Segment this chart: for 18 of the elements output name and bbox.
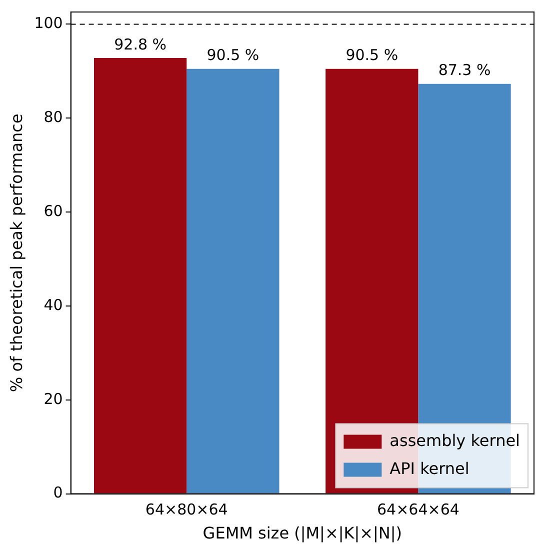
bar: [186, 68, 280, 494]
y-tick-label: 0: [53, 484, 63, 502]
data-label: 92.8 %: [114, 35, 167, 54]
data-label: 87.3 %: [438, 61, 491, 80]
y-tick-label: 40: [44, 296, 63, 314]
y-tick-label: 80: [44, 108, 63, 126]
bar: [94, 58, 187, 494]
x-tick-label: 64×64×64: [377, 500, 460, 519]
x-axis-title: GEMM size (|M|×|K|×|N|): [202, 524, 402, 543]
x-tick-label: 64×80×64: [145, 500, 228, 519]
y-tick-label: 100: [34, 14, 63, 32]
legend-label: assembly kernel: [390, 430, 520, 450]
data-label: 90.5 %: [206, 46, 260, 64]
legend-label: API kernel: [390, 458, 470, 478]
data-label: 90.5 %: [346, 46, 398, 64]
y-tick-label: 20: [44, 390, 63, 408]
y-axis-title: % of theoretical peak performance: [6, 114, 26, 392]
y-tick-label: 60: [44, 202, 63, 220]
